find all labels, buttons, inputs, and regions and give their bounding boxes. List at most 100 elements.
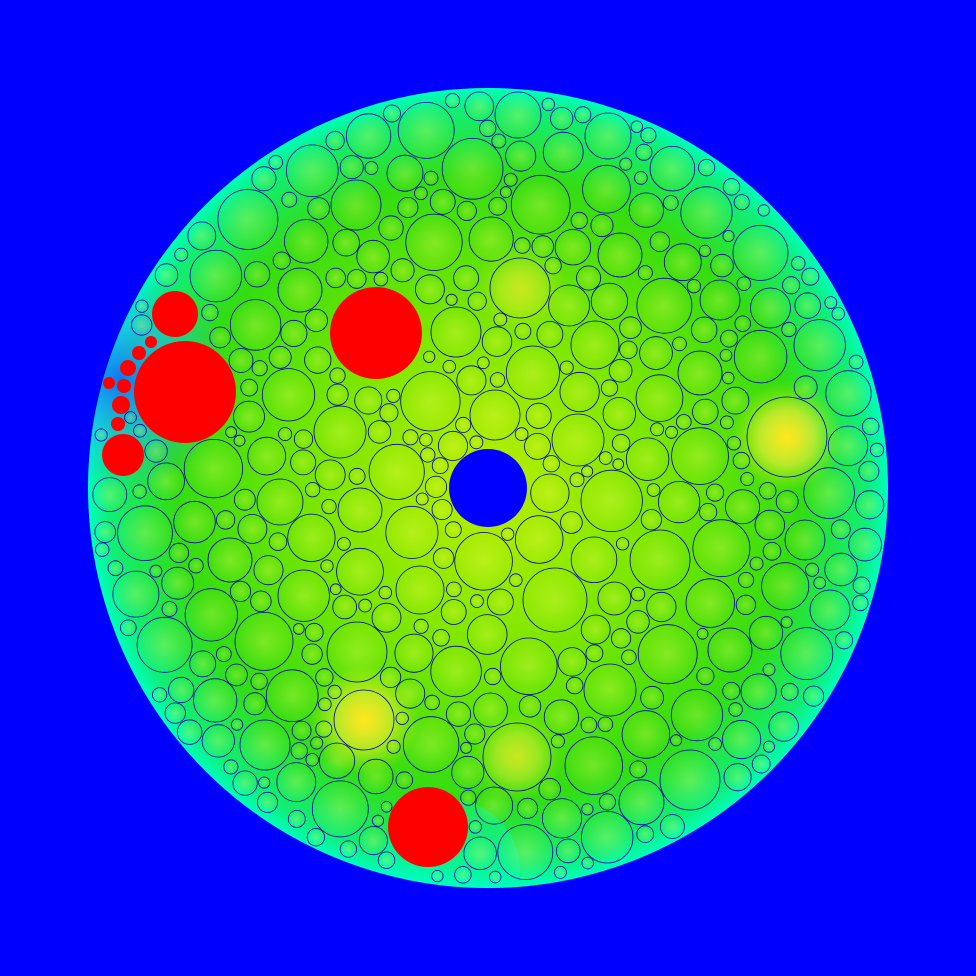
packed-circle	[650, 422, 664, 437]
packed-circle	[364, 161, 379, 175]
packed-circle	[367, 420, 392, 444]
packed-circle	[378, 215, 404, 241]
packed-circle	[479, 119, 497, 137]
packed-circle	[379, 403, 399, 423]
packed-circle	[441, 138, 504, 200]
packed-circle	[542, 131, 584, 173]
packed-circle	[855, 490, 885, 520]
packed-circle	[619, 316, 642, 340]
packed-circle	[431, 869, 444, 883]
packed-circle	[484, 667, 502, 686]
packed-circle	[337, 487, 383, 533]
packed-circle	[231, 718, 244, 731]
packed-circle	[430, 645, 482, 698]
packed-circle	[161, 601, 178, 617]
packed-circle	[385, 505, 439, 559]
packed-circle	[784, 519, 826, 561]
packed-circle	[233, 434, 246, 447]
packed-circle	[733, 194, 750, 211]
packed-circle	[437, 430, 468, 461]
packed-circle	[574, 106, 592, 124]
packed-circle	[301, 643, 323, 665]
packed-circle	[583, 663, 637, 717]
packed-circle	[173, 500, 216, 544]
packed-circle	[762, 663, 776, 676]
packed-circle	[686, 279, 702, 294]
packed-circle	[707, 627, 753, 673]
packed-circle	[268, 155, 284, 170]
packed-circle	[518, 695, 542, 718]
packed-circle	[423, 350, 436, 363]
packed-circle	[290, 742, 308, 760]
packed-circle	[315, 720, 333, 738]
packed-circle	[94, 521, 116, 543]
packed-circle	[524, 432, 551, 460]
packed-circle	[253, 555, 284, 586]
packed-circle	[698, 244, 712, 257]
packed-circle	[313, 405, 367, 459]
center-hole	[449, 449, 527, 527]
packed-circle	[415, 492, 429, 506]
packed-circle	[278, 427, 293, 442]
packed-circle	[451, 755, 485, 789]
packed-circle	[736, 276, 752, 291]
packed-circle	[305, 753, 319, 767]
packed-circle	[635, 143, 653, 161]
packed-circle	[188, 558, 204, 574]
packed-circle	[380, 800, 393, 813]
packed-circle	[276, 762, 317, 802]
packed-circle	[809, 589, 851, 631]
packed-circle	[675, 414, 692, 430]
packed-circle	[336, 547, 384, 596]
packed-circle	[531, 235, 555, 258]
packed-circle	[722, 178, 741, 196]
packed-circle	[356, 239, 390, 274]
packed-circle	[706, 483, 725, 502]
packed-circle	[124, 411, 137, 424]
packed-circle	[691, 316, 718, 344]
packed-circle	[869, 442, 885, 457]
packed-circle	[685, 578, 735, 628]
packed-circle	[268, 345, 292, 369]
packed-circle	[813, 576, 826, 590]
packed-circle	[710, 253, 734, 278]
packed-circle	[430, 306, 482, 358]
packed-circle	[333, 689, 395, 751]
packed-circle	[469, 389, 521, 441]
packed-circle	[536, 320, 564, 348]
packed-circle	[330, 179, 382, 231]
packed-circle	[237, 514, 268, 544]
packed-circle	[550, 107, 574, 131]
packed-circle	[229, 580, 252, 603]
packed-circle	[358, 598, 372, 613]
highlighted-circle	[134, 341, 236, 443]
packed-circle	[402, 716, 460, 773]
packed-circle	[625, 437, 670, 481]
packed-circle	[824, 296, 838, 310]
packed-circle	[630, 586, 646, 602]
packed-circle	[394, 633, 434, 673]
packed-circle	[285, 144, 339, 198]
packed-circle	[635, 374, 684, 423]
packed-circle	[794, 292, 821, 319]
packed-circle	[321, 498, 337, 515]
packed-circle	[187, 221, 217, 251]
packed-circle	[590, 214, 614, 238]
highlighted-circle	[111, 417, 125, 431]
packed-circle	[189, 249, 243, 303]
packed-circle	[580, 469, 643, 532]
packed-circle	[256, 478, 304, 526]
packed-circle	[332, 228, 360, 257]
packed-circle	[670, 734, 683, 747]
highlighted-circle	[102, 434, 144, 476]
packed-circle	[750, 287, 791, 329]
packed-circle	[699, 279, 741, 321]
packed-circle	[304, 308, 328, 332]
packed-circle	[147, 462, 185, 501]
packed-circle	[354, 386, 383, 415]
packed-circle	[782, 276, 801, 295]
packed-circle	[307, 197, 330, 220]
packed-circle	[468, 820, 482, 834]
highlighted-circle	[112, 396, 130, 414]
packed-circle	[722, 229, 735, 242]
